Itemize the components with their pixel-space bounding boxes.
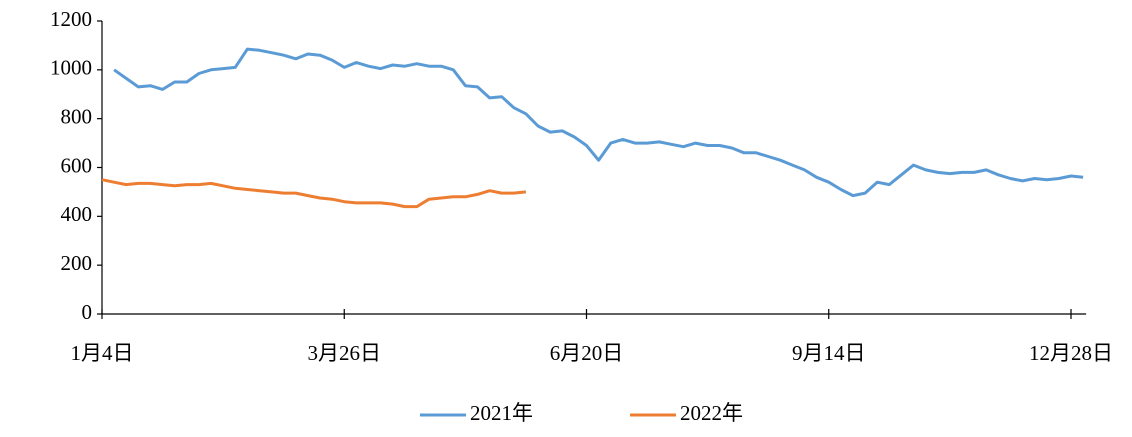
x-tick-label: 6月20日 — [550, 341, 624, 365]
legend-label: 2022年 — [680, 401, 743, 425]
y-tick-label: 800 — [61, 104, 93, 128]
x-tick-label: 9月14日 — [792, 341, 866, 365]
y-tick-label: 600 — [61, 153, 93, 177]
x-tick-label: 12月28日 — [1029, 341, 1113, 365]
x-tick-label: 3月26日 — [308, 341, 382, 365]
y-tick-label: 0 — [82, 300, 93, 324]
line-series — [113, 47, 1084, 198]
y-tick-label: 1000 — [50, 56, 92, 80]
y-tick-label: 1200 — [50, 7, 92, 31]
y-tick-label: 400 — [61, 202, 93, 226]
y-tick-label: 200 — [61, 251, 93, 275]
legend-label: 2021年 — [470, 401, 533, 425]
line-series — [101, 178, 527, 209]
x-tick-label: 1月4日 — [71, 341, 134, 365]
